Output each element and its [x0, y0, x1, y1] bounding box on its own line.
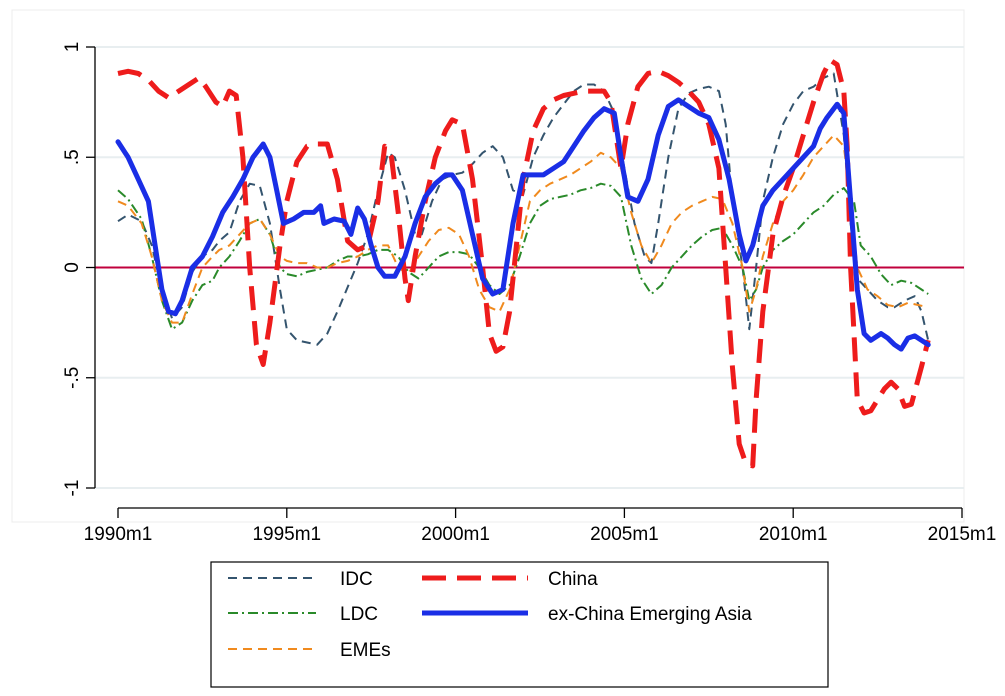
- y-tick-label-0: 1: [62, 42, 83, 53]
- y-tick-label-1: .5: [62, 149, 83, 165]
- y-tick-label-2: 0: [62, 262, 83, 273]
- x-tick-label-1: 1995m1: [252, 524, 321, 545]
- legend-label-ex-china-emerging-asia: ex-China Emerging Asia: [548, 604, 752, 625]
- y-tick-label-3: -.5: [62, 367, 83, 389]
- legend-box: [210, 561, 829, 688]
- plot-region: [11, 9, 965, 523]
- x-tick-label-5: 2015m1: [928, 524, 997, 545]
- legend: IDC China LDC ex-China Emerging Asia EME…: [210, 561, 829, 688]
- legend-label-china: China: [548, 569, 598, 590]
- y-tick-label-4: -1: [62, 480, 83, 497]
- axes: 1 .5 0 -.5 -1 1990m1 1995m1 2000m1 2005m1 2010m1…: [62, 42, 996, 545]
- x-axis-ticks: 1990m1 1995m1 2000m1 2005m1 2010m1 2015m1: [84, 508, 997, 545]
- legend-label-emes: EMEs: [340, 640, 391, 661]
- x-tick-label-0: 1990m1: [84, 524, 153, 545]
- series-line-emes: [117, 134, 929, 324]
- legend-label-ldc: LDC: [340, 604, 378, 625]
- legend-label-idc: IDC: [340, 569, 373, 590]
- x-tick-label-4: 2010m1: [759, 524, 828, 545]
- series-line-china: [117, 57, 931, 469]
- x-tick-label-2: 2000m1: [421, 524, 490, 545]
- series-layer: [115, 57, 931, 469]
- y-axis-ticks: 1 .5 0 -.5 -1: [62, 42, 95, 497]
- x-tick-label-3: 2005m1: [590, 524, 659, 545]
- series-line-ex-china-emerging-asia: [115, 97, 931, 352]
- series-line-idc: [117, 72, 930, 346]
